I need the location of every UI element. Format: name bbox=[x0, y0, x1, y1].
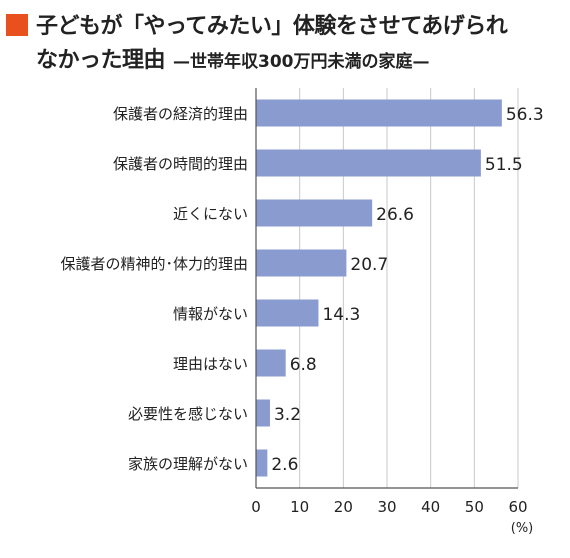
bar-3 bbox=[256, 249, 347, 277]
category-label-4: 情報がない bbox=[173, 305, 248, 323]
category-label-3: 保護者の精神的･体力的理由 bbox=[60, 255, 248, 273]
value-label-6: 3.2 bbox=[274, 405, 301, 425]
category-label-5: 理由はない bbox=[173, 355, 248, 373]
category-label-6: 必要性を感じない bbox=[128, 405, 248, 423]
category-label-0: 保護者の経済的理由 bbox=[113, 105, 248, 123]
bar-4 bbox=[256, 299, 319, 327]
value-label-5: 6.8 bbox=[290, 355, 317, 375]
x-tick-label-20: 20 bbox=[334, 498, 353, 516]
bar-2 bbox=[256, 199, 373, 227]
title-line-1: 子どもが「やってみたい」体験をさせてあげられ bbox=[36, 14, 508, 39]
category-label-2: 近くにない bbox=[173, 205, 248, 223]
x-unit-label: (%) bbox=[511, 521, 534, 536]
x-tick-label-50: 50 bbox=[465, 498, 484, 516]
x-tick-label-30: 30 bbox=[377, 498, 396, 516]
title-line-2: なかった理由 —世帯年収300万円未満の家庭— bbox=[36, 42, 430, 74]
chart-subtitle: —世帯年収300万円未満の家庭— bbox=[173, 52, 430, 72]
bar-5 bbox=[256, 349, 286, 377]
category-label-1: 保護者の時間的理由 bbox=[113, 155, 248, 173]
bar-7 bbox=[256, 449, 268, 477]
title-marker-square bbox=[6, 14, 28, 36]
x-tick-label-0: 0 bbox=[251, 498, 261, 516]
x-tick-label-60: 60 bbox=[508, 498, 527, 516]
bar-0 bbox=[256, 99, 502, 127]
title-line-2-text: なかった理由 bbox=[36, 48, 166, 73]
value-label-4: 14.3 bbox=[322, 305, 360, 325]
value-label-3: 20.7 bbox=[350, 255, 388, 275]
value-label-2: 26.6 bbox=[376, 205, 414, 225]
x-tick-label-40: 40 bbox=[421, 498, 440, 516]
bar-6 bbox=[256, 399, 270, 427]
value-label-7: 2.6 bbox=[271, 455, 298, 475]
value-label-1: 51.5 bbox=[485, 155, 523, 175]
x-tick-label-10: 10 bbox=[290, 498, 309, 516]
category-label-7: 家族の理解がない bbox=[128, 455, 248, 473]
value-label-0: 56.3 bbox=[506, 105, 544, 125]
bar-1 bbox=[256, 149, 481, 177]
